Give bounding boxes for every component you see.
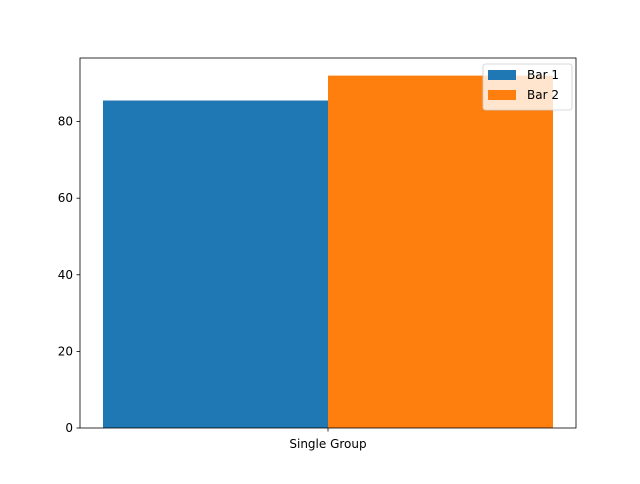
x-axis: Single Group [289, 428, 367, 451]
bars-layer [103, 75, 553, 428]
x-tick-label: Single Group [289, 437, 366, 451]
y-tick-label: 40 [58, 268, 73, 282]
bar-bar-2 [328, 75, 553, 428]
y-tick-label: 60 [58, 191, 73, 205]
legend: Bar 1 Bar 2 [482, 63, 573, 111]
legend-label: Bar 2 [527, 88, 559, 102]
y-tick-label: 20 [58, 344, 73, 358]
y-tick-label: 0 [65, 421, 73, 435]
y-tick-label: 80 [58, 115, 73, 129]
legend-label: Bar 1 [527, 68, 559, 82]
legend-swatch [488, 90, 516, 100]
bar-bar-1 [103, 100, 328, 428]
legend-swatch [488, 70, 516, 80]
y-axis: 0 20 40 60 80 [58, 115, 80, 435]
